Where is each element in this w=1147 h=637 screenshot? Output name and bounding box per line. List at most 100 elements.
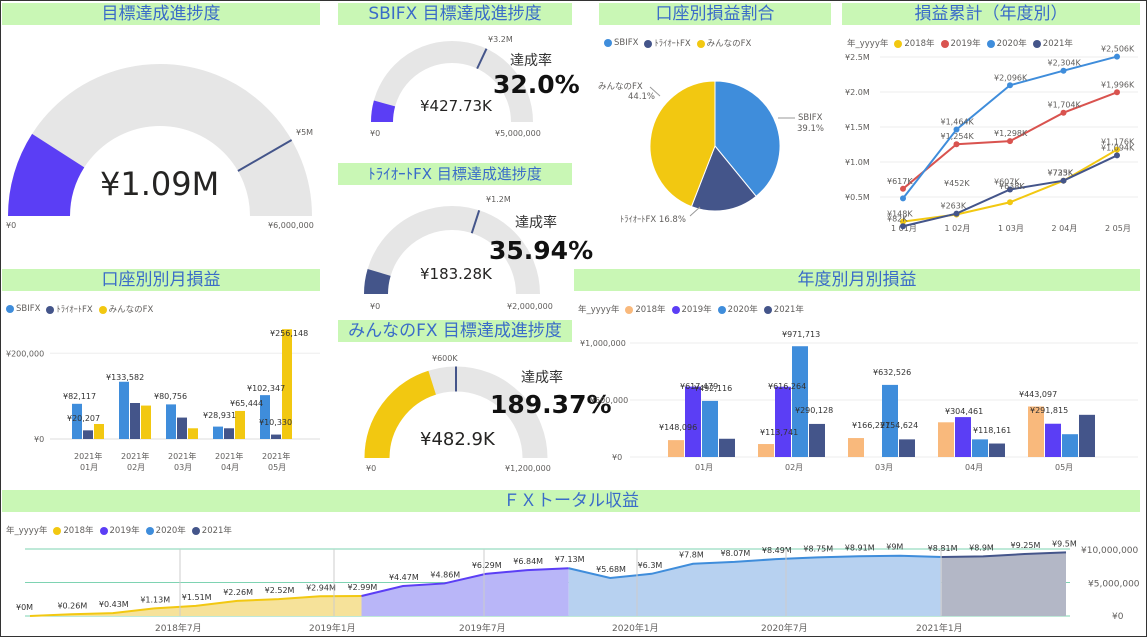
- minna-gauge-title: みんなのFX 目標達成進捗度: [338, 320, 572, 342]
- ym-y-tick: ¥500,000: [590, 396, 628, 405]
- acct-data-label: ¥28,931: [203, 411, 236, 420]
- tot-legend-2018[interactable]: 2018年: [53, 524, 94, 536]
- acct-legend-toraio[interactable]: ﾄﾗｲｵｰﾄFX: [46, 303, 93, 315]
- pie-slice-みんなのFX: [649, 80, 716, 208]
- toraio-gauge[interactable]: [0, 0, 600, 300]
- tot-legend-2019[interactable]: 2019年: [99, 524, 140, 536]
- ym-y-tick: ¥1,000,000: [580, 339, 626, 348]
- acct-bar-ﾄﾗｲｵｰﾄFX: [271, 434, 281, 439]
- ym-legend-2018[interactable]: 2018年: [625, 303, 666, 315]
- ym-x-tick: 03月: [875, 463, 893, 472]
- minna-gauge-value: ¥482.9K: [420, 429, 495, 450]
- ym-bar-2020年: [792, 346, 808, 457]
- tot-y-tick: ¥5,000,000: [1088, 580, 1140, 590]
- cum-legend-2019[interactable]: 2019年: [940, 37, 981, 49]
- tot-x-tick: 2019年7月: [459, 622, 506, 634]
- cum-point-2020年: [1114, 53, 1120, 60]
- cum-point-label: ¥148K: [887, 210, 913, 219]
- cum-point-2020年: [1007, 82, 1013, 89]
- cum-point-label: ¥2,096K: [994, 73, 1028, 82]
- ym-bar-2019年: [775, 386, 791, 457]
- acct-data-label: ¥65,444: [230, 399, 263, 408]
- tot-point-label: ¥7.13M: [555, 555, 585, 564]
- ym-data-label: ¥617,479: [680, 382, 718, 391]
- ym-bar-2021年: [989, 443, 1005, 457]
- ym-bar-2021年: [719, 438, 735, 457]
- cum-point-label: ¥82K: [887, 214, 908, 223]
- tot-x-tick: 2021年1月: [916, 622, 963, 634]
- cum-legend-2020[interactable]: 2020年: [986, 37, 1027, 49]
- pie-legend-minna[interactable]: みんなのFX: [696, 37, 751, 49]
- cum-point-label: ¥617K: [887, 177, 913, 186]
- acct-legend-minna[interactable]: みんなのFX: [98, 303, 153, 315]
- total-title: ＦＸトータル収益: [2, 490, 1140, 512]
- minna-gauge-target: ¥600K: [432, 354, 458, 363]
- sbi-gauge[interactable]: [0, 0, 600, 140]
- cum-point-label: ¥607K: [994, 178, 1020, 187]
- pie-label-toraio: ﾄﾗｲｵｰﾄFX 16.8%: [620, 215, 686, 225]
- gauge-fill: [364, 269, 391, 295]
- cumulative-line-chart[interactable]: ¥2.5M¥2.0M¥1.5M¥1.0M¥0.5M1 01月 1 02月 1 03月…: [0, 0, 1147, 240]
- cum-legend-2018[interactable]: 2018年: [894, 37, 935, 49]
- yearly-monthly-title: 年度別月別損益: [574, 269, 1140, 291]
- pie-label-minna: みんなのFX: [598, 82, 643, 92]
- acct-x-tick: 05月: [268, 463, 286, 472]
- acct-x-tick: 2021年: [262, 451, 290, 461]
- acct-bar-みんなのFX: [235, 410, 245, 439]
- ym-data-label: ¥443,097: [1019, 390, 1057, 399]
- ym-legend-2020[interactable]: 2020年: [717, 303, 758, 315]
- account-monthly-legend: SBIFX ﾄﾗｲｵｰﾄFX みんなのFX: [6, 303, 153, 315]
- ym-data-label: ¥971,713: [782, 330, 820, 339]
- pie-legend-sbi[interactable]: SBIFX: [604, 38, 638, 48]
- cum-point-label: ¥1,704K: [1048, 101, 1082, 110]
- yearly-monthly-bar-chart[interactable]: ¥1,000,000 ¥500,000 ¥0 01月 02月 03月 04月 05月 ¥617,…: [0, 0, 1147, 480]
- ym-bar-2019年: [685, 386, 701, 457]
- tot-point-label: ¥8.81M: [928, 544, 958, 553]
- tot-point-label: ¥9M: [886, 543, 903, 552]
- account-monthly-bar-chart[interactable]: ¥200,000 ¥0 2021年 01月 2021年 02月 2021年 03月 2021年 0…: [0, 0, 330, 480]
- tot-legend-2021[interactable]: 2021年: [191, 524, 232, 536]
- minna-rate-label: 達成率: [521, 370, 563, 386]
- cum-legend-2021[interactable]: 2021年: [1032, 37, 1073, 49]
- main-gauge-max: ¥6,000,000: [268, 221, 314, 230]
- cum-x-tick: 1 03月: [998, 224, 1024, 233]
- cum-x-tick: 2 04月: [1052, 224, 1078, 233]
- tot-point-label: ¥4.86M: [430, 570, 460, 579]
- ym-legend-2021[interactable]: 2021年: [763, 303, 804, 315]
- ym-data-label: ¥290,128: [795, 406, 833, 415]
- ym-bar-2021年: [1079, 414, 1095, 457]
- tot-line-2020年: [568, 554, 942, 579]
- main-gauge[interactable]: [0, 0, 320, 240]
- tot-point-label: ¥4.47M: [389, 573, 419, 582]
- sbi-gauge-target: ¥3.2M: [488, 35, 513, 44]
- tot-point-label: ¥9.25M: [1011, 541, 1041, 550]
- tot-line-2018年: [29, 594, 362, 617]
- acct-bar-みんなのFX: [141, 405, 151, 439]
- acct-y-tick: ¥200,000: [6, 349, 44, 358]
- ym-legend-2019[interactable]: 2019年: [671, 303, 712, 315]
- cum-point-label: ¥725K: [1048, 169, 1074, 178]
- pie-leader-toraio: [689, 206, 701, 217]
- sbi-gauge-value: ¥427.73K: [420, 97, 492, 115]
- tot-x-tick: 2020年7月: [761, 622, 808, 634]
- total-legend: 年_yyyy年 2018年 2019年 2020年 2021年: [6, 524, 232, 536]
- cum-y-tick: ¥1.0M: [845, 158, 870, 167]
- ym-data-label: ¥166,227: [852, 421, 890, 430]
- ym-bar-2018年: [668, 440, 684, 457]
- tot-y-tick: ¥10,000,000: [1081, 546, 1139, 556]
- acct-bar-ﾄﾗｲｵｰﾄFX: [83, 430, 93, 439]
- ym-bar-2019年: [1045, 423, 1061, 457]
- minna-gauge[interactable]: [0, 0, 600, 470]
- cum-point-label: ¥1,176K: [1101, 138, 1135, 147]
- tot-legend-2020[interactable]: 2020年: [145, 524, 186, 536]
- toraio-gauge-value: ¥183.28K: [420, 265, 492, 283]
- acct-bar-みんなのFX: [282, 329, 292, 439]
- pie-chart[interactable]: [0, 0, 840, 240]
- pie-slice-SBIFX: [714, 80, 781, 198]
- cum-point-label: ¥263K: [941, 202, 967, 211]
- acct-bar-みんなのFX: [188, 428, 198, 439]
- pie-legend-toraio[interactable]: ﾄﾗｲｵｰﾄFX: [644, 37, 691, 49]
- acct-legend-sbi[interactable]: SBIFX: [6, 304, 40, 314]
- minna-gauge-min: ¥0: [366, 464, 377, 473]
